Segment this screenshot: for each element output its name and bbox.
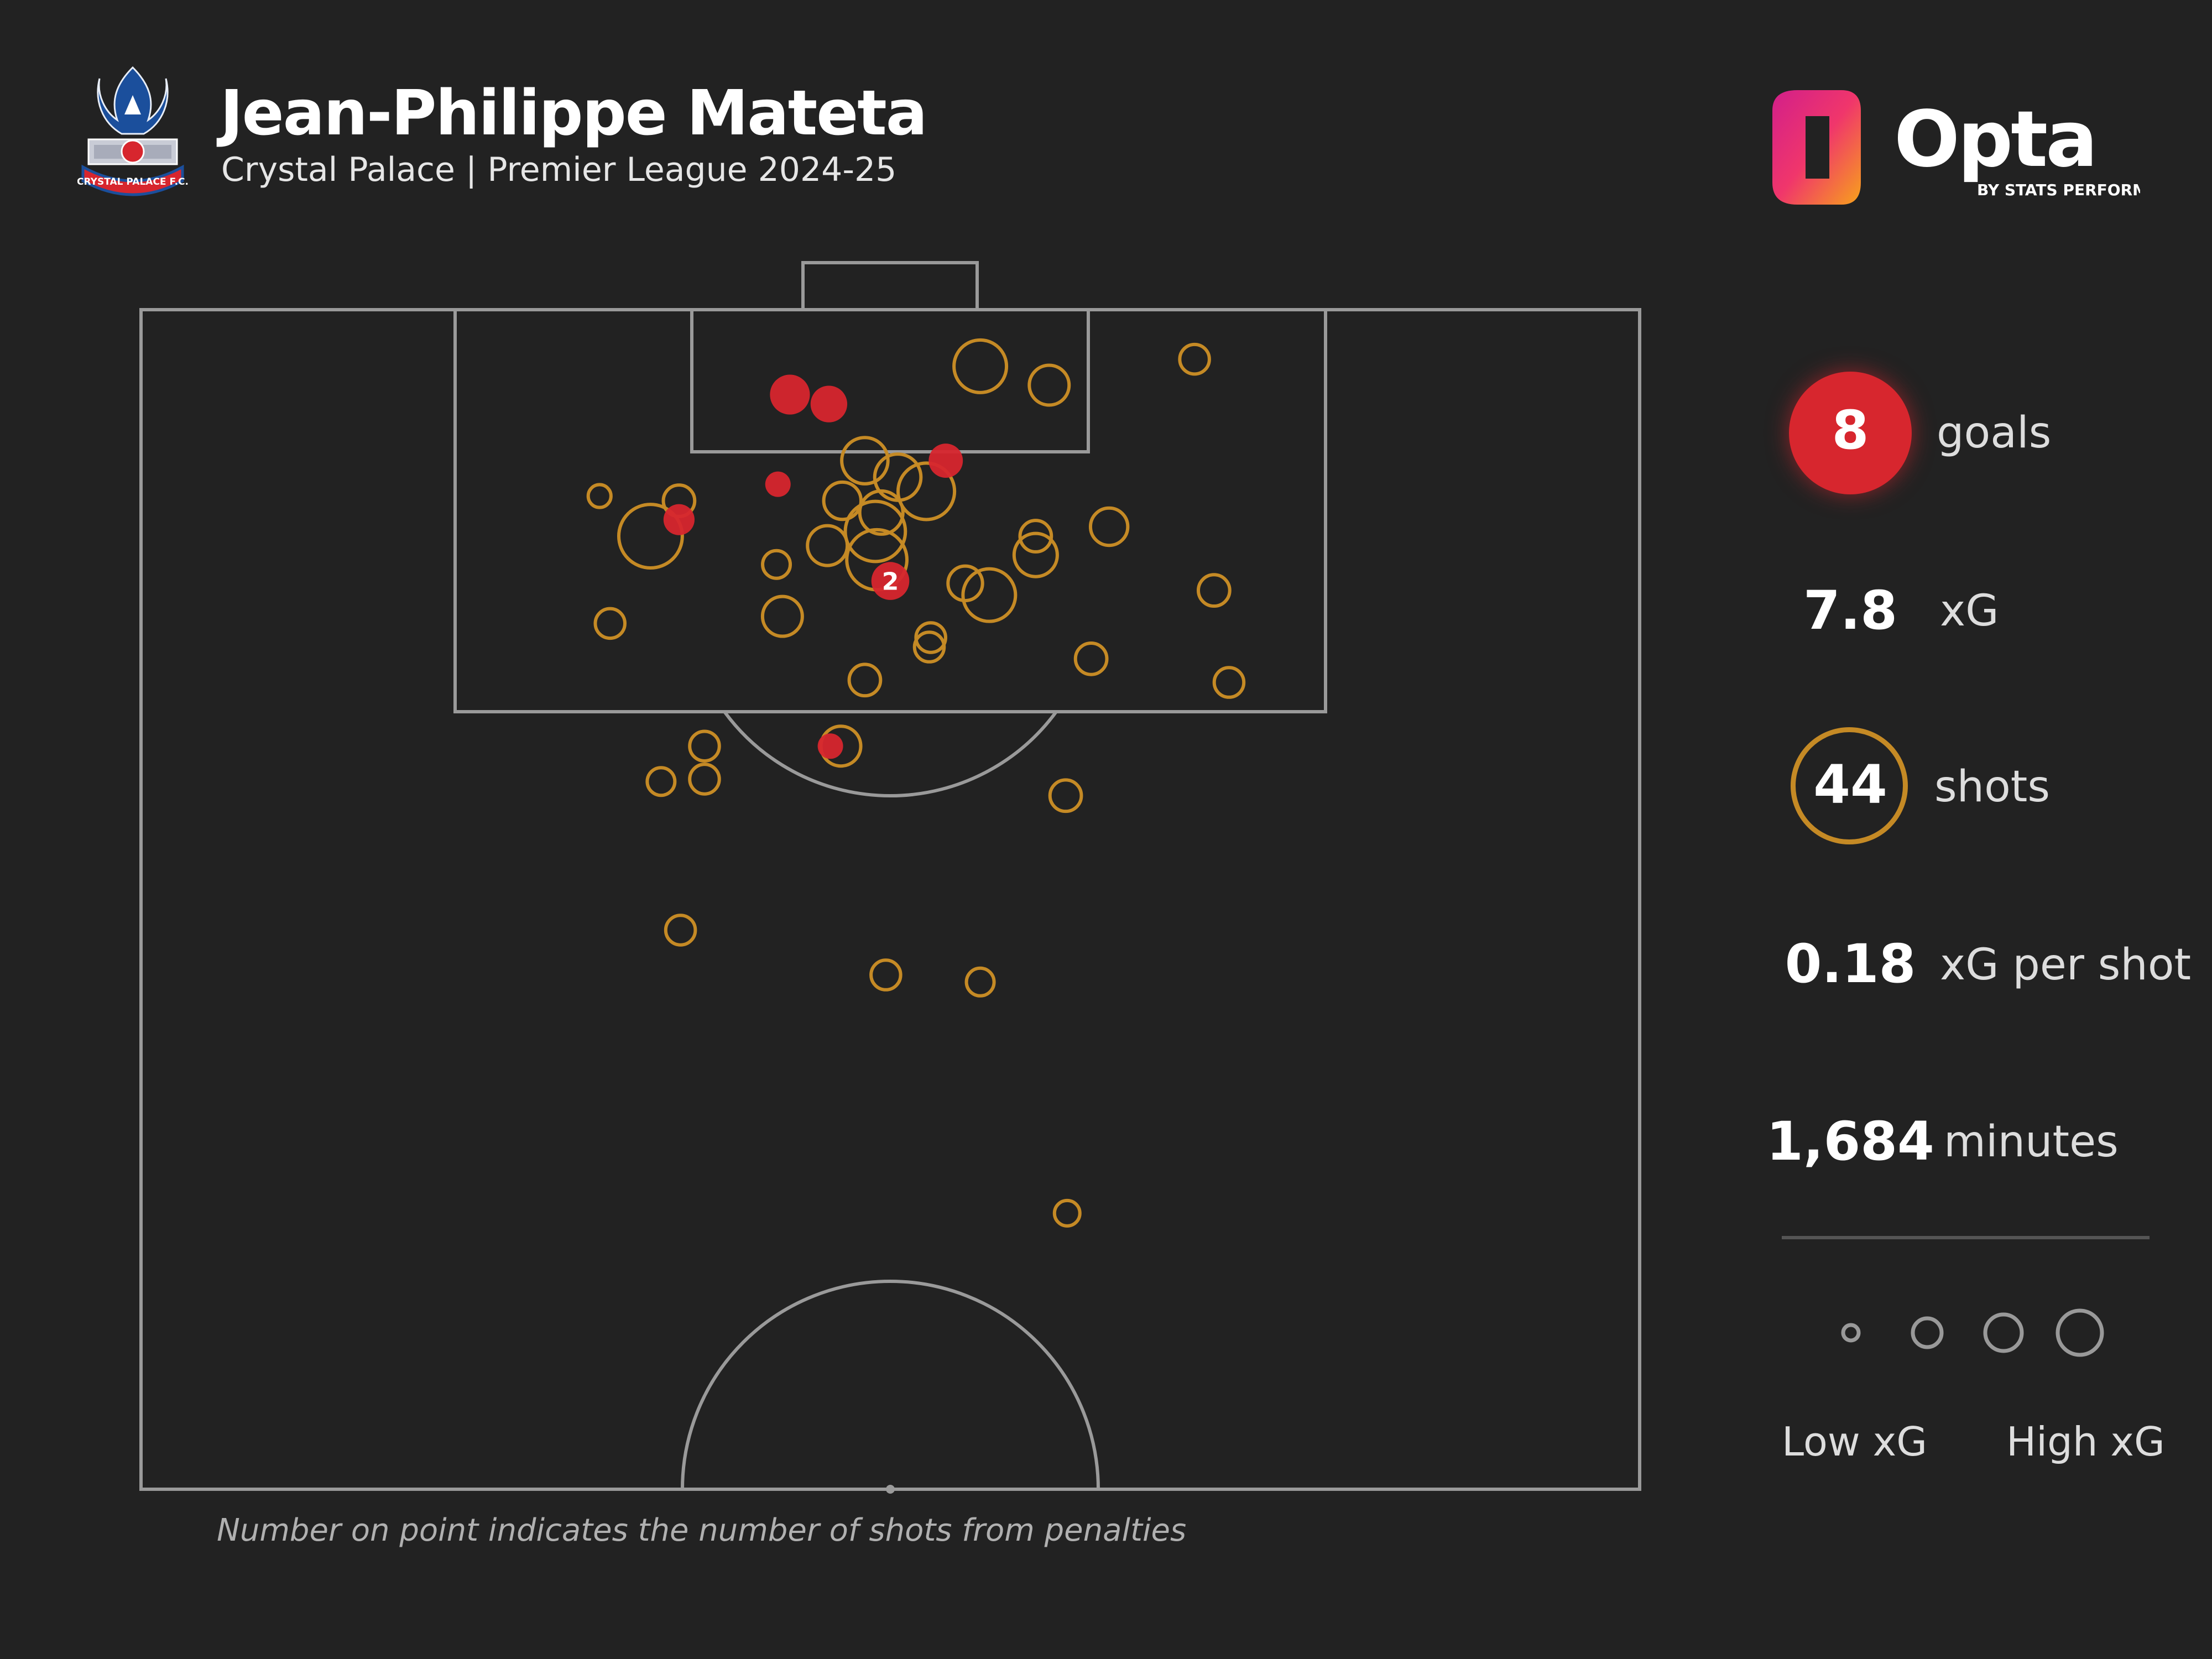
stats-divider [1782, 1236, 2150, 1239]
goals-value: 8 [1832, 399, 1869, 461]
goal-point-3 [928, 444, 963, 478]
shots-label: shots [1934, 762, 2051, 812]
goal-point-2 [810, 385, 848, 422]
goal-point-6 [871, 562, 910, 600]
shot-point-8 [858, 489, 905, 536]
penalty-count-label: 2 [882, 568, 899, 596]
centre-spot [886, 1485, 895, 1494]
goals-layer: 2 [663, 374, 963, 759]
brand-name: Opta [1894, 95, 2096, 185]
shot-point-30 [645, 766, 677, 797]
shot-point-12 [806, 524, 849, 567]
shot-point-26 [1212, 666, 1246, 699]
shot-point-31 [688, 763, 721, 796]
shot-point-22 [760, 594, 804, 638]
shot-point-16 [1012, 531, 1059, 578]
shot-point-36 [1052, 1198, 1082, 1228]
penalty-arc [723, 711, 1058, 798]
footnote: Number on point indicates the number of … [217, 1512, 1187, 1548]
xg-value: 7.8 [1803, 580, 1898, 641]
shot-point-18 [946, 564, 984, 603]
pitch-outline [139, 308, 1641, 1491]
shot-point-20 [1196, 573, 1232, 608]
goal-point-1 [770, 374, 810, 415]
shot-point-14 [761, 549, 792, 580]
legend-circle-3 [1983, 1312, 2024, 1353]
shot-point-10 [617, 503, 684, 570]
shots-layer [586, 338, 1246, 1228]
crystal-palace-crest: CRYSTAL PALACE F.C. [77, 66, 188, 196]
goal-point-5 [663, 504, 695, 535]
pitch-lines [139, 261, 1641, 1491]
shot-point-1 [952, 338, 1009, 394]
shot-point-4 [840, 436, 890, 486]
shot-point-32 [1048, 778, 1083, 813]
goals-badge [1789, 372, 1912, 494]
shot-point-37 [586, 483, 613, 509]
goal-point-7 [817, 733, 843, 759]
legend-high-label: High xG [2006, 1418, 2165, 1465]
shot-point-15 [1018, 519, 1053, 554]
shot-point-19 [961, 567, 1018, 623]
legend-circle-4 [2056, 1308, 2104, 1357]
legend-circle-2 [1911, 1316, 1944, 1349]
goal [801, 261, 979, 311]
xg-per-shot-label: xG per shot [1940, 940, 2192, 990]
shot-point-3 [1178, 342, 1211, 376]
minutes-value: 1,684 [1766, 1110, 1934, 1172]
opta-logo: Opta BY STATS PERFORM [1772, 90, 2140, 205]
shot-point-2 [1027, 363, 1071, 407]
shot-point-7 [822, 480, 863, 521]
page-title: Jean-Philippe Mateta [220, 77, 927, 149]
shots-value: 44 [1813, 754, 1887, 816]
shot-point-17 [1088, 506, 1130, 547]
shot-point-35 [964, 966, 996, 998]
xg-per-shot-value: 0.18 [1785, 933, 1916, 995]
shots-badge [1791, 727, 1908, 844]
shot-point-28 [688, 729, 721, 763]
shot-point-6 [896, 461, 957, 521]
page-subtitle: Crystal Palace | Premier League 2024-25 [221, 150, 897, 189]
shot-point-21 [593, 607, 627, 640]
xg-size-legend [1841, 1308, 2104, 1357]
minutes-label: minutes [1944, 1117, 2119, 1167]
xg-label: xG [1940, 586, 1999, 636]
crest-text: CRYSTAL PALACE F.C. [77, 176, 188, 187]
shot-point-27 [847, 662, 883, 698]
centre-circle [681, 1280, 1100, 1490]
shot-point-33 [664, 914, 697, 947]
goals-label: goals [1937, 408, 2052, 458]
penalty-box [453, 308, 1327, 713]
shot-point-24 [912, 630, 946, 664]
shot-point-11 [843, 499, 907, 564]
brand-tagline: BY STATS PERFORM [1977, 181, 2140, 199]
legend-circle-1 [1841, 1323, 1861, 1343]
shot-point-34 [869, 958, 902, 992]
shot-point-25 [1073, 641, 1109, 676]
legend-low-label: Low xG [1782, 1418, 1928, 1465]
goal-point-4 [765, 471, 791, 497]
